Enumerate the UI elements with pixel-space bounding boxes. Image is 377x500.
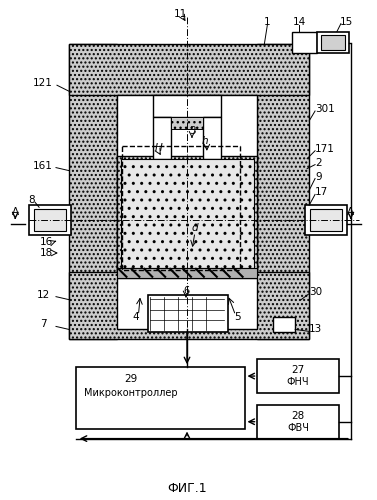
Bar [153,117,171,158]
Text: 5: 5 [234,312,241,322]
Text: 121: 121 [33,78,53,88]
Bar [121,158,253,268]
Text: A: A [347,208,354,218]
Bar [257,405,339,438]
Text: 17: 17 [315,188,328,198]
Text: 15: 15 [340,16,354,26]
Bar [116,268,257,278]
Text: 4: 4 [132,312,139,322]
Text: ФИГ.1: ФИГ.1 [167,482,207,494]
Text: 8: 8 [28,196,34,205]
Text: 9: 9 [315,172,322,181]
Bar [305,206,347,235]
Text: 7: 7 [40,320,46,330]
Bar [69,272,309,340]
Bar [116,278,257,330]
Bar [69,44,309,95]
Bar [123,146,240,270]
Text: 12: 12 [37,290,50,300]
Text: 3: 3 [188,126,195,136]
Text: 14: 14 [293,16,306,26]
Bar [171,117,203,129]
Text: 13: 13 [309,324,322,334]
Bar [292,32,317,54]
Text: 301: 301 [315,104,335,114]
Text: 18: 18 [40,248,53,258]
Bar [153,95,221,117]
Text: ФВЧ: ФВЧ [287,422,309,432]
Text: 27: 27 [291,365,305,375]
Bar [310,210,342,231]
Text: H: H [154,143,162,153]
Text: 30: 30 [309,286,322,296]
Text: h: h [202,136,208,146]
Bar [273,318,295,332]
Bar [321,34,345,50]
Bar [148,294,228,333]
Text: 2: 2 [315,158,322,168]
Text: d: d [192,223,198,233]
Bar [257,44,309,340]
Bar [29,206,71,235]
Text: Микроконтроллер: Микроконтроллер [84,388,177,398]
Text: 161: 161 [33,160,53,170]
Text: ФНЧ: ФНЧ [287,377,310,387]
Bar [203,117,221,158]
Bar [69,44,116,340]
Text: 16: 16 [40,237,53,247]
Bar [76,367,245,428]
Bar [116,156,257,273]
Text: 28: 28 [291,411,305,421]
Bar [34,210,66,231]
Text: A: A [12,208,19,218]
Text: 29: 29 [124,374,137,384]
Bar [317,32,349,54]
Text: 1: 1 [264,16,271,26]
Bar [257,359,339,393]
Bar [116,95,257,272]
Text: 11: 11 [173,9,187,19]
Text: 171: 171 [315,144,335,154]
Text: 6: 6 [183,286,189,296]
